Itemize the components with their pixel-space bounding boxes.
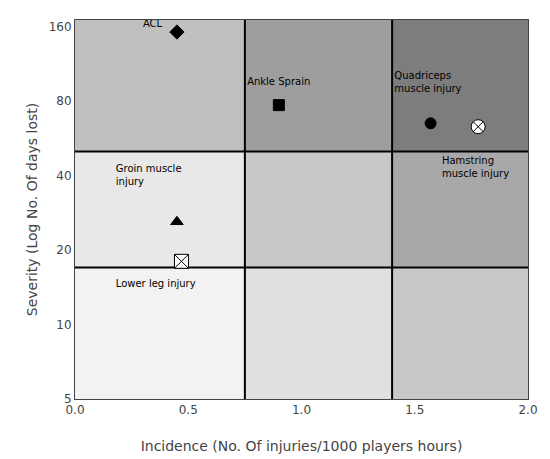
- svg-text:Incidence (No. Of injuries/100: Incidence (No. Of injuries/1000 players …: [141, 438, 463, 454]
- svg-text:40: 40: [56, 169, 71, 183]
- svg-text:Severity (Log No. Of days lost: Severity (Log No. Of days lost): [24, 103, 40, 316]
- svg-text:ACL: ACL: [143, 18, 163, 29]
- svg-text:0.0: 0.0: [65, 403, 84, 417]
- svg-text:Quadricepsmuscle injury: Quadricepsmuscle injury: [394, 70, 461, 94]
- svg-text:5: 5: [64, 392, 72, 406]
- svg-text:Lower leg injury: Lower leg injury: [116, 278, 196, 289]
- svg-text:20: 20: [56, 243, 71, 257]
- svg-text:80: 80: [56, 94, 71, 108]
- svg-text:Hamstringmuscle injury: Hamstringmuscle injury: [442, 155, 509, 179]
- svg-text:10: 10: [56, 318, 71, 332]
- svg-text:160: 160: [49, 20, 72, 34]
- svg-text:2.0: 2.0: [518, 403, 537, 417]
- svg-text:1.5: 1.5: [405, 403, 424, 417]
- svg-text:Groin muscleinjury: Groin muscleinjury: [116, 163, 182, 187]
- svg-text:Ankle Sprain: Ankle Sprain: [247, 76, 310, 87]
- svg-text:0.5: 0.5: [179, 403, 198, 417]
- svg-text:1.0: 1.0: [292, 403, 311, 417]
